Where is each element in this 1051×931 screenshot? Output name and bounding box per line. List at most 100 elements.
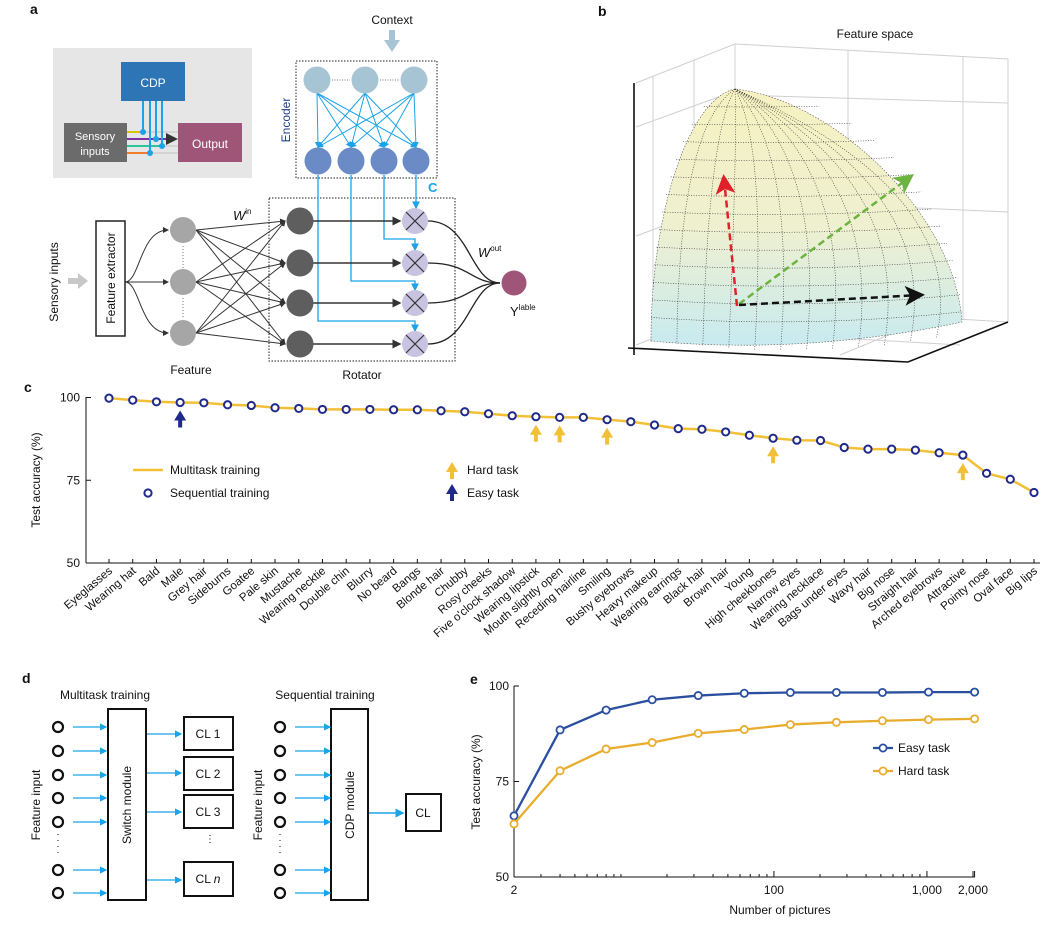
cdp-box [121,62,185,101]
switch-module-label: Switch module [120,766,134,844]
cl-box-n [183,861,234,897]
meridian-line [734,88,810,351]
sequential-data-point [246,400,256,411]
sequential-data-point [317,404,328,415]
inset-signal-lines [127,101,178,156]
context-label: Context [371,13,413,27]
encoder-input-node [400,66,428,94]
sequential-data-point [602,415,612,425]
w-in-connection [195,332,286,347]
sequential-data-point [839,442,849,453]
easy-task-data-point [831,687,841,697]
sequential-data-point [531,412,541,422]
encoder-connection [383,92,415,148]
hard-task-data-point [785,720,795,730]
feature-label: Feature [170,363,212,377]
sequential-data-point [128,395,138,405]
encoder-input-node [303,66,331,94]
context-signal-line [383,175,419,252]
output-label: Output [192,137,229,151]
sequential-data-point [721,427,731,437]
easy-task-data-point [555,725,565,735]
sequential-data-point [863,444,873,454]
feature-input-node [273,815,287,829]
encoder-connection [317,92,366,148]
easy-task-data-point [601,705,611,715]
meridian-line [702,88,736,347]
hard-task-data-point [693,728,703,738]
hard-task-data-point [739,725,749,735]
cl-label-1: CL 1 [196,727,221,741]
encoder-network [303,66,430,175]
sequential-title: Sequential training [275,688,374,702]
y-tick-label: 100 [489,679,509,693]
legend-hard-task-label: Hard task [898,764,950,778]
encoder-connection [316,92,385,148]
rotator-box [268,197,456,362]
encoder-connection [350,92,415,148]
y-axis-label: Test accuracy (%) [29,432,43,527]
cdp-label: CDP [140,76,165,90]
w-out-connection [427,282,501,345]
easy-task-data-point [785,687,795,697]
multiply-icon [405,253,425,273]
w-in-connection [195,229,286,345]
x-tick-label: 2 [511,883,518,897]
feature-input-node [273,720,287,734]
w-in-connection [195,220,286,334]
sequential-data-point [1005,474,1015,484]
encoder-connection [364,92,386,148]
encoder-connection [316,92,352,148]
multitask-series-line [108,396,1035,494]
multiply-icon [405,334,425,354]
context-signal-line [317,175,419,333]
extractor-connection [124,227,169,283]
feature-input-node [273,863,287,877]
cl-label-3: CL 3 [196,805,221,819]
w-out-connection [427,262,501,284]
sequential-data-point [673,424,683,434]
encoder-connection [349,92,366,148]
w-out-connection [427,220,501,284]
hard-task-data-point [877,716,887,726]
y-axis-label: Test accuracy (%) [469,734,483,829]
black-vector-arrow [738,285,925,307]
encoder-connection [314,92,321,148]
feature-input-node [51,744,65,758]
rotator-node [286,289,314,317]
legend-easy-task-label: Easy task [467,486,520,500]
cdp-module-label: CDP module [343,771,357,839]
sequential-data-point [460,407,470,417]
cl-box-2 [183,756,234,791]
feature-input-node [273,768,287,782]
panel-d-network [51,720,405,900]
context-signal-line [350,175,419,292]
panel-e: e 100 75 502 100 1,000 2,000 Number of picture… [469,671,988,917]
feature-input-node [51,720,65,734]
w-in-connection [195,218,286,231]
hard-task-data-point [555,766,565,776]
hard-task-arrow-icon [529,424,542,442]
sequential-data-point [365,404,375,415]
legend-easy-task-marker [878,743,888,753]
encoder-connection [317,92,415,148]
easy-task-data-point [693,691,703,701]
y-tick-label: 75 [496,775,510,789]
legend-sequential-swatch [143,488,153,498]
sequential-data-point [697,424,707,434]
y-tick-label: 50 [496,870,510,884]
hard-task-data-point [601,744,611,754]
output-node [501,270,527,296]
w-in-connection [195,229,286,304]
easy-task-arrow-icon [174,410,187,428]
w-in-connection [195,281,286,305]
encoder-box [295,60,438,179]
feature-extractor-box [95,220,126,337]
main-network [124,175,527,358]
feature-extractor-label: Feature extractor [104,232,118,323]
feature-node [170,217,196,243]
rotator-node [286,207,314,235]
latitude-line [683,140,876,144]
feature-node [170,269,196,295]
